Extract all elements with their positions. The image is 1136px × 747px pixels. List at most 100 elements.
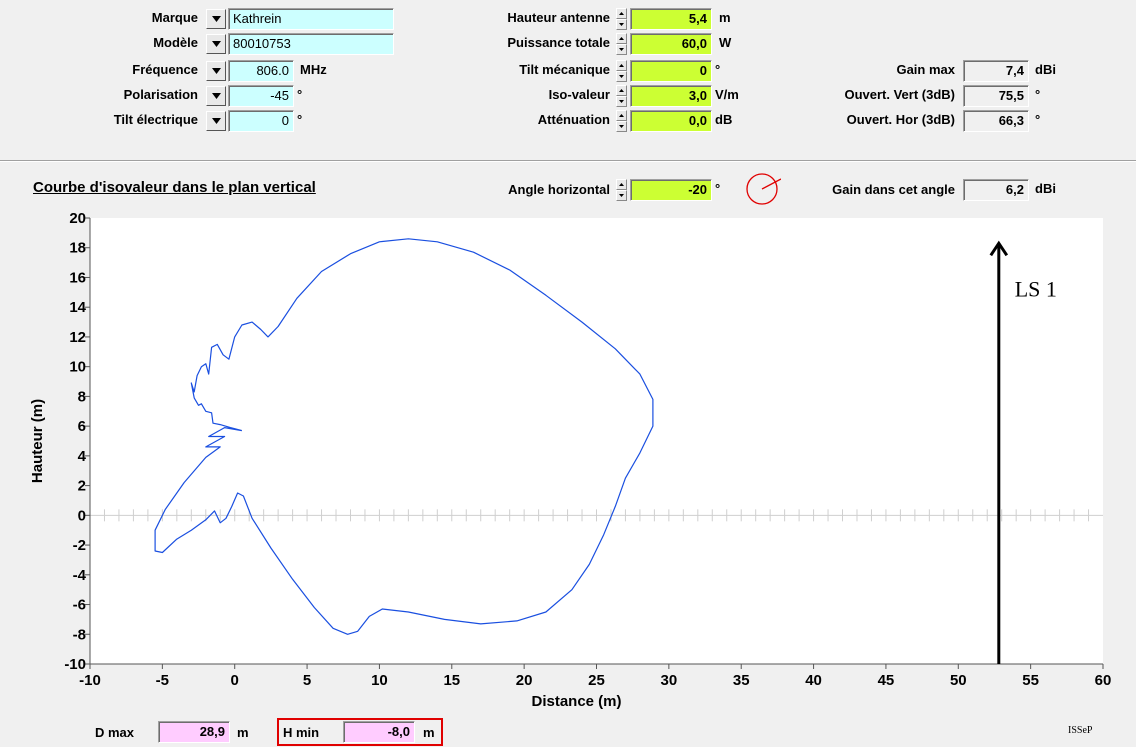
gain-angle-field: 6,2 (963, 179, 1029, 201)
ouvert-hor-field: 66,3 (963, 110, 1029, 132)
frequence-dropdown-button[interactable] (206, 61, 226, 81)
isovalue-curve (154, 238, 654, 635)
spinner-down-icon[interactable] (616, 71, 627, 82)
iso-valeur-field[interactable]: 3,0 (630, 85, 712, 107)
y-tick-label: 14 (69, 299, 86, 316)
y-axis-label: Hauteur (m) (29, 399, 46, 483)
x-tick-label: 25 (588, 672, 605, 689)
tilt-electrique-field[interactable]: 0 (228, 110, 294, 132)
frequence-unit: MHz (300, 62, 327, 77)
y-tick-label: 8 (78, 388, 86, 405)
spinner-down-icon[interactable] (616, 121, 627, 132)
polarisation-label: Polarisation (123, 87, 198, 102)
spinner-up-icon[interactable] (616, 110, 627, 121)
hauteur-spinner[interactable] (616, 8, 627, 30)
dropdown-arrow-icon (211, 16, 221, 22)
angle-horizontal-field[interactable]: -20 (630, 179, 712, 201)
attenuation-spinner[interactable] (616, 110, 627, 132)
dmax-label: D max (95, 725, 135, 740)
hauteur-unit: m (719, 10, 731, 25)
y-tick-label: 2 (78, 478, 86, 495)
marque-field[interactable]: Kathrein (228, 8, 394, 30)
x-tick-label: 10 (371, 672, 388, 689)
frequence-field[interactable]: 806.0 (228, 60, 294, 82)
x-tick-label: 5 (303, 672, 311, 689)
y-tick-label: 20 (69, 210, 86, 227)
ls1-label: LS 1 (1015, 276, 1057, 301)
frequence-label: Fréquence (132, 62, 198, 77)
dropdown-arrow-icon (211, 93, 221, 99)
dmax-unit: m (237, 725, 249, 740)
angle-horizontal-unit: ° (715, 181, 721, 196)
ouvert-vert-unit: ° (1035, 87, 1041, 102)
modele-field[interactable]: 80010753 (228, 33, 394, 55)
puissance-field[interactable]: 60,0 (630, 33, 712, 55)
gain-max-field: 7,4 (963, 60, 1029, 82)
modele-dropdown-button[interactable] (206, 34, 226, 54)
x-tick-label: -5 (156, 672, 169, 689)
x-tick-label: -10 (79, 672, 101, 689)
tilt-mecanique-spinner[interactable] (616, 60, 627, 82)
attenuation-field[interactable]: 0,0 (630, 110, 712, 132)
gain-angle-unit: dBi (1035, 181, 1056, 196)
ouvert-hor-label: Ouvert. Hor (3dB) (846, 112, 955, 127)
hmin-label: H min (283, 725, 320, 740)
spinner-up-icon[interactable] (616, 33, 627, 44)
dropdown-arrow-icon (211, 118, 221, 124)
spinner-up-icon[interactable] (616, 85, 627, 96)
spinner-down-icon[interactable] (616, 44, 627, 55)
spinner-down-icon[interactable] (616, 19, 627, 30)
ouvert-vert-field: 75,5 (963, 85, 1029, 107)
tilt-electrique-dropdown-button[interactable] (206, 111, 226, 131)
modele-label: Modèle (153, 35, 198, 50)
spinner-up-icon[interactable] (616, 8, 627, 19)
ouvert-vert-label: Ouvert. Vert (3dB) (844, 87, 955, 102)
gain-angle-label: Gain dans cet angle (832, 182, 955, 197)
x-tick-label: 60 (1095, 672, 1112, 689)
x-axis-label: Distance (m) (531, 693, 621, 710)
dropdown-arrow-icon (211, 68, 221, 74)
y-tick-label: 12 (69, 329, 86, 346)
x-tick-label: 15 (443, 672, 460, 689)
polarisation-unit: ° (297, 87, 303, 102)
puissance-unit: W (719, 35, 732, 50)
x-tick-label: 20 (516, 672, 533, 689)
iso-valeur-spinner[interactable] (616, 85, 627, 107)
y-tick-label: 0 (78, 507, 86, 524)
hauteur-label: Hauteur antenne (507, 10, 610, 25)
y-tick-label: -8 (73, 626, 86, 643)
y-tick-label: -2 (73, 537, 86, 554)
y-tick-label: -6 (73, 597, 86, 614)
hauteur-field[interactable]: 5,4 (630, 8, 712, 30)
spinner-up-icon[interactable] (616, 179, 627, 190)
ouvert-hor-unit: ° (1035, 112, 1041, 127)
x-tick-label: 55 (1022, 672, 1039, 689)
polarisation-dropdown-button[interactable] (206, 86, 226, 106)
tilt-mecanique-field[interactable]: 0 (630, 60, 712, 82)
attenuation-unit: dB (715, 112, 733, 127)
y-tick-label: -4 (73, 567, 87, 584)
puissance-spinner[interactable] (616, 33, 627, 55)
marque-dropdown-button[interactable] (206, 9, 226, 29)
angle-dial-icon (746, 173, 781, 205)
hmin-unit: m (423, 725, 435, 740)
angle-horizontal-spinner[interactable] (616, 179, 627, 201)
x-tick-label: 30 (661, 672, 678, 689)
tilt-electrique-unit: ° (297, 112, 303, 127)
x-tick-label: 50 (950, 672, 967, 689)
y-tick-label: 6 (78, 418, 86, 435)
gain-max-unit: dBi (1035, 62, 1056, 77)
gain-max-label: Gain max (896, 62, 955, 77)
x-tick-label: 45 (878, 672, 895, 689)
spinner-up-icon[interactable] (616, 60, 627, 71)
tilt-mecanique-unit: ° (715, 62, 721, 77)
issep-logo: ISSeP (1068, 725, 1093, 736)
tilt-mecanique-label: Tilt mécanique (519, 62, 610, 77)
polarisation-field[interactable]: -45 (228, 85, 294, 107)
spinner-down-icon[interactable] (616, 190, 627, 201)
spinner-down-icon[interactable] (616, 96, 627, 107)
y-tick-label: 4 (78, 448, 87, 465)
hmin-field: -8,0 (343, 721, 415, 743)
y-tick-label: 10 (69, 359, 86, 376)
